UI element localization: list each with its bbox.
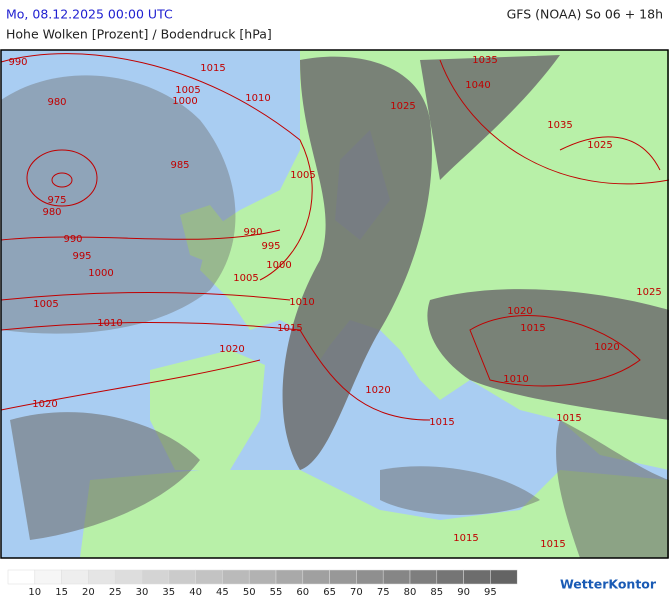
- legend-label: 50: [243, 587, 256, 598]
- legend-swatch: [409, 569, 438, 585]
- isobar-label: 995: [261, 241, 280, 252]
- legend-swatch: [61, 569, 89, 585]
- legend-swatch: [88, 569, 116, 585]
- isobar-label: 980: [47, 97, 66, 108]
- isobar-label: 1015: [556, 413, 581, 424]
- legend-label: 20: [82, 587, 95, 598]
- legend-swatch: [329, 569, 357, 585]
- isobar-label: 980: [42, 207, 61, 218]
- legend-label: 60: [296, 587, 309, 598]
- isobars: [0, 53, 669, 421]
- isobar-label: 1010: [245, 93, 270, 104]
- legend-label: 25: [109, 587, 122, 598]
- legend-label: 35: [162, 587, 175, 598]
- isobar-label: 1005: [290, 170, 315, 181]
- isobar-label: 975: [47, 195, 66, 206]
- isobar-label: 1020: [219, 344, 244, 355]
- isobar-label: 1035: [547, 120, 572, 131]
- valid-time: Mo, 08.12.2025 00:00 UTC: [6, 7, 173, 22]
- legend-swatch: [168, 569, 196, 585]
- isobar-label: 1000: [172, 96, 197, 107]
- isobar-label: 1010: [503, 374, 528, 385]
- isobar-label: 1000: [266, 260, 291, 271]
- legend-label: 90: [457, 587, 470, 598]
- legend-label: 85: [430, 587, 443, 598]
- land-africa: [80, 470, 669, 558]
- isobar-label: 995: [72, 251, 91, 262]
- isobar-label: 1000: [88, 268, 113, 279]
- subtitle: Hohe Wolken [Prozent] / Bodendruck [hPa]: [6, 27, 272, 42]
- land-iberia: [150, 350, 265, 470]
- legend-swatch: [302, 569, 330, 585]
- isobar-label: 990: [8, 57, 27, 68]
- isobar-label: 1005: [233, 273, 258, 284]
- legend: 10 15 20 25 30 35 40 45 50 55 60 65 70 75 80 85 90 95: [7, 569, 518, 598]
- land-britain: [180, 205, 230, 265]
- isobar-label: 1015: [200, 63, 225, 74]
- clouds: [1, 55, 669, 558]
- isobar-label: 1020: [32, 399, 57, 410]
- isobar-label: 1020: [365, 385, 390, 396]
- isobar-label: 1010: [97, 318, 122, 329]
- isobar-label: 1025: [636, 287, 661, 298]
- legend-swatch: [490, 569, 518, 585]
- legend-swatch: [7, 569, 36, 585]
- legend-swatch: [34, 569, 62, 585]
- legend-label: 65: [323, 587, 336, 598]
- legend-swatch: [463, 569, 491, 585]
- isobar-label: 1020: [594, 342, 619, 353]
- isobar-label: 1010: [289, 297, 314, 308]
- isobar-label: 1005: [175, 85, 200, 96]
- isobar-label: 1040: [465, 80, 490, 91]
- legend-label: 70: [350, 587, 363, 598]
- isobar-label: 990: [63, 234, 82, 245]
- isobar-label: 990: [243, 227, 262, 238]
- isobar-label: 1015: [540, 539, 565, 550]
- legend-label: 15: [55, 587, 68, 598]
- isobar-label: 1035: [472, 55, 497, 66]
- legend-swatch: [222, 569, 250, 585]
- logo: WetterKontor: [560, 577, 657, 592]
- isobar-label: 1005: [33, 299, 58, 310]
- model-run: GFS (NOAA) So 06 + 18h: [507, 7, 663, 22]
- legend-label: 95: [484, 587, 497, 598]
- legend-label: 75: [377, 587, 390, 598]
- legend-label: 45: [216, 587, 229, 598]
- isobar-label: 1015: [429, 417, 454, 428]
- legend-swatch: [436, 569, 464, 585]
- isobar-label: 1025: [390, 101, 415, 112]
- legend-label: 40: [189, 587, 202, 598]
- isobar-label: 1015: [520, 323, 545, 334]
- legend-swatch: [356, 569, 384, 585]
- legend-label: 55: [270, 587, 283, 598]
- legend-swatch: [195, 569, 223, 585]
- isobar-label: 1025: [587, 140, 612, 151]
- legend-swatch: [382, 569, 411, 585]
- legend-label: 30: [136, 587, 149, 598]
- legend-swatch: [248, 569, 277, 585]
- legend-label: 10: [28, 587, 41, 598]
- isobar-label: 1020: [507, 306, 532, 317]
- isobar-label: 1015: [453, 533, 478, 544]
- isobar-label: 1015: [277, 323, 302, 334]
- isobar-label: 985: [170, 160, 189, 171]
- legend-swatch: [114, 569, 143, 585]
- map-frame: [0, 49, 669, 559]
- legend-swatch: [275, 569, 304, 585]
- legend-swatch: [141, 569, 170, 585]
- legend-label: 80: [404, 587, 417, 598]
